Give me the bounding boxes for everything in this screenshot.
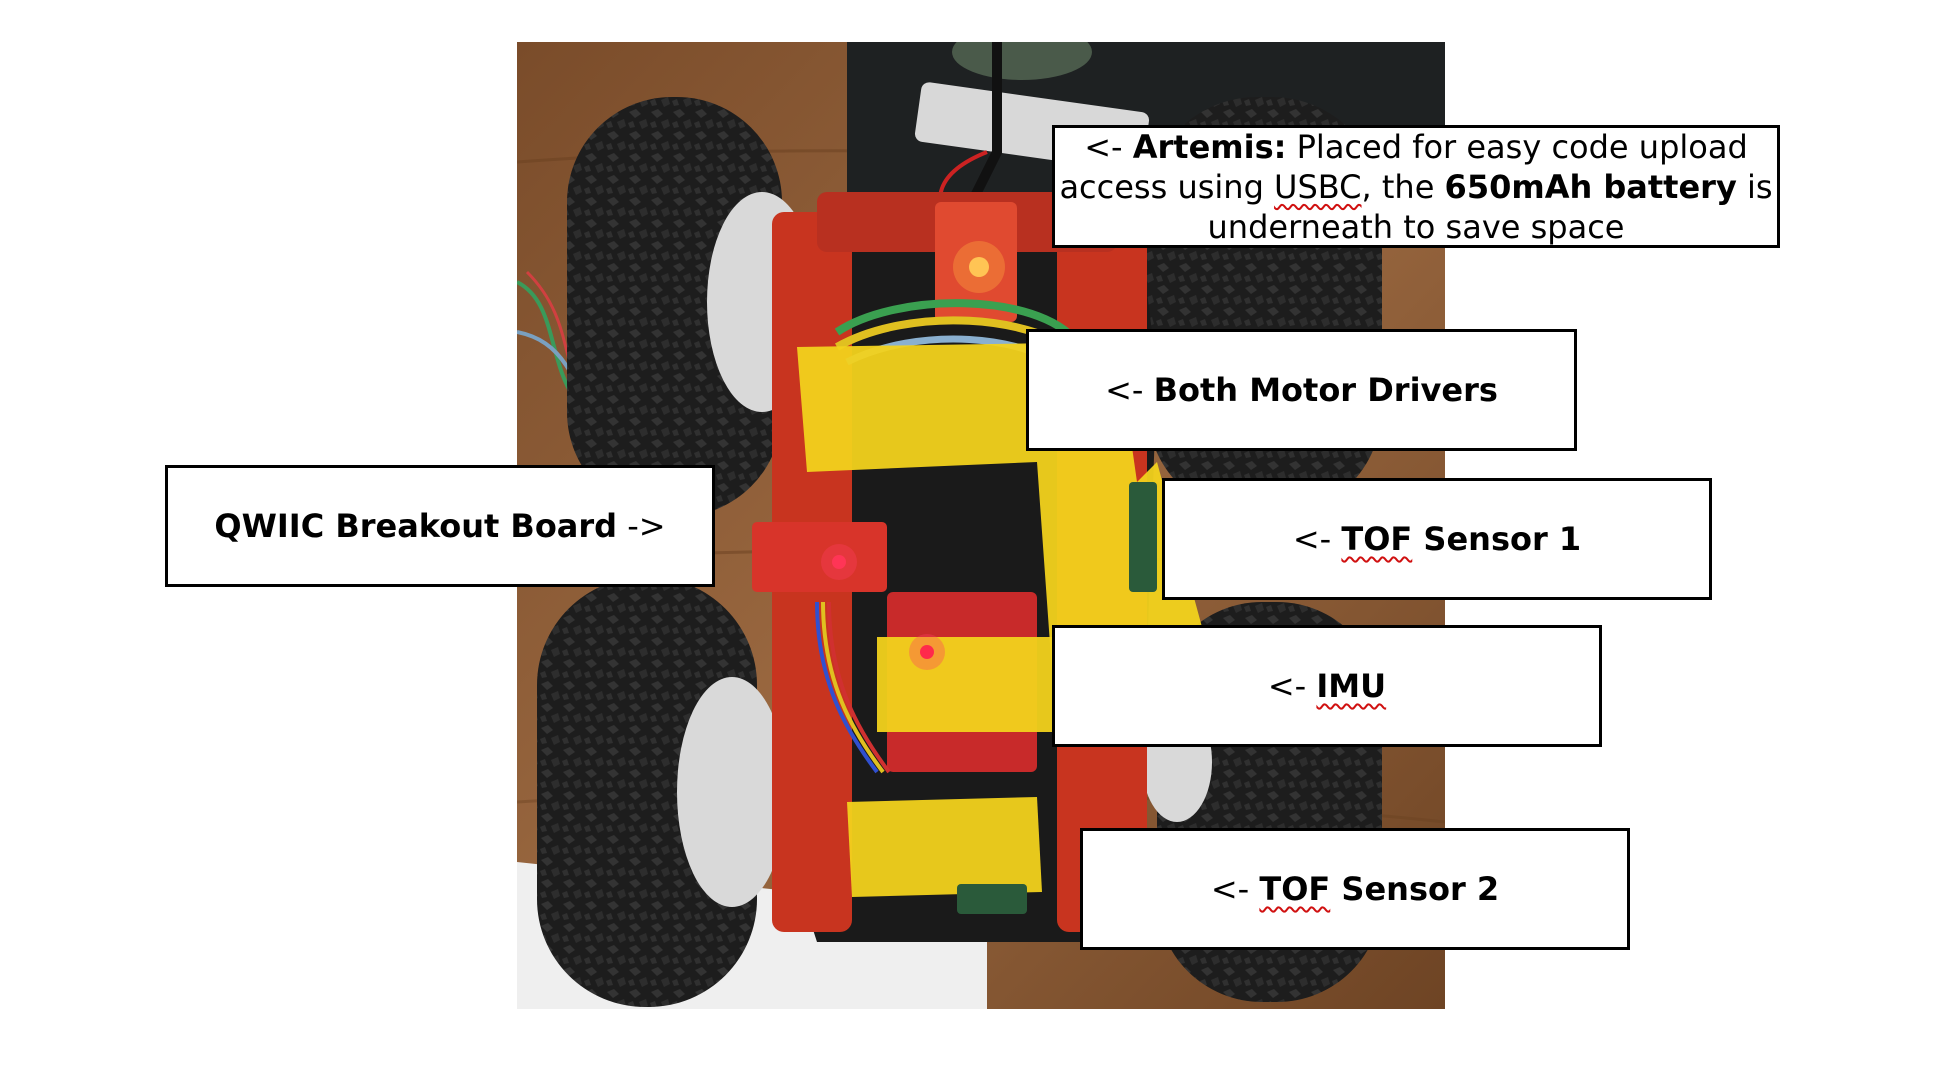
imu-label: IMU [1316,667,1387,705]
artemis-callout: <- Artemis: Placed for easy code upload … [1052,125,1780,248]
tof-sensor-1-label-b: Sensor 1 [1412,520,1582,558]
imu-arrow: <- [1267,667,1317,705]
tof-sensor-1-board [1129,482,1157,592]
usb-cable [967,42,1002,205]
motor-drivers-label: Both Motor Drivers [1153,371,1498,409]
qwiic-callout: QWIIC Breakout Board -> [165,465,715,587]
tire-front-left [567,97,782,517]
tof-sensor-2-label-a: TOF [1259,870,1331,908]
tof-sensor-1-arrow: <- [1292,520,1342,558]
tape-imu [877,637,1052,732]
artemis-name: Artemis: [1132,127,1287,166]
motor-drivers-arrow: <- [1105,371,1154,409]
tof-sensor-2-label-b: Sensor 2 [1330,870,1500,908]
qwiic-board [752,522,887,592]
tire-rear-left [537,577,757,1007]
tof-sensor-1-label-a: TOF [1341,520,1413,558]
tof-sensor-2-callout: <- TOF Sensor 2 [1080,828,1630,950]
artemis-line2-post: is [1736,167,1773,206]
artemis-arrow: <- [1084,127,1133,166]
artemis-line3: underneath to save space [1207,207,1625,246]
tof-sensor-1-callout: <- TOF Sensor 1 [1162,478,1712,600]
qwiic-arrow: -> [617,507,666,545]
imu-callout: <- IMU [1052,625,1602,747]
qwiic-label: QWIIC Breakout Board [214,507,618,545]
tof-sensor-2-board [957,884,1027,914]
motor-drivers-callout: <- Both Motor Drivers [1026,329,1577,451]
artemis-battery: 650mAh battery [1444,167,1737,206]
tof-sensor-2-arrow: <- [1210,870,1260,908]
artemis-usbc-word: USBC [1274,167,1362,206]
tape-lower [847,797,1042,897]
artemis-line2-mid: , the [1361,167,1445,206]
artemis-line2-pre: access using [1059,167,1275,206]
artemis-callout-text: <- Artemis: Placed for easy code upload … [1059,127,1772,247]
artemis-line1-rest: Placed for easy code upload [1286,127,1748,166]
